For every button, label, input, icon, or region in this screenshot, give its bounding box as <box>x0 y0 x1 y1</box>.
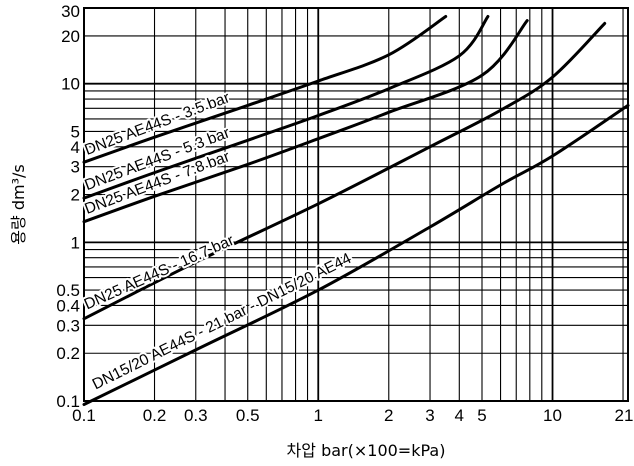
x-tick-label: 0.1 <box>72 406 96 425</box>
series-line-5 <box>82 103 630 406</box>
series-line-2 <box>82 15 490 200</box>
y-tick-label: 2 <box>71 186 80 205</box>
y-tick-label: 20 <box>61 27 80 46</box>
y-tick-label: 0.1 <box>56 392 80 411</box>
series-line-3 <box>82 19 529 224</box>
x-tick-label: 2 <box>384 406 393 425</box>
plot-frame <box>83 7 629 402</box>
y-axis-ticks: 0.1 0.2 0.30.40.5 1 2 345 10 20 30 <box>56 2 80 411</box>
x-tick-label: 4 <box>455 406 464 425</box>
series-line-4 <box>82 21 607 321</box>
y-tick-label: 0.5 <box>56 281 80 300</box>
y-tick-label: 0.3 <box>56 316 80 335</box>
x-tick-label: 0.2 <box>143 406 167 425</box>
y-tick-label: 30 <box>61 2 80 21</box>
x-tick-label: 0.5 <box>236 406 260 425</box>
y-tick-label: 3 <box>71 158 80 177</box>
x-tick-label: 10 <box>543 406 562 425</box>
x-tick-label: 1 <box>314 406 323 425</box>
y-tick-label: 0.2 <box>56 344 80 363</box>
x-axis-title: 차압 bar(×100=kPa) <box>287 441 446 460</box>
x-tick-label: 5 <box>477 406 486 425</box>
x-tick-label: 3 <box>425 406 434 425</box>
y-tick-label: 4 <box>71 138 80 157</box>
y-tick-label: 5 <box>71 122 80 141</box>
series-line-1 <box>82 15 448 164</box>
x-axis-ticks: 0.1 0.2 0.3 0.5 1 2 3 4 5 10 21 <box>72 406 633 425</box>
y-tick-label: 1 <box>71 233 80 252</box>
x-tick-label: 0.3 <box>184 406 208 425</box>
curve-label-5: DN15/20 AE44S - 21 bar - DN15/20 AE44 <box>90 250 355 393</box>
x-tick-label: 21 <box>615 406 634 425</box>
curve-label-4: DN25 AE44S - 16.7 bar <box>82 232 237 313</box>
y-tick-label: 0.4 <box>56 296 80 315</box>
y-axis-title: 용량 dm³/s <box>9 164 28 244</box>
y-tick-label: 10 <box>61 75 80 94</box>
curves <box>82 15 630 406</box>
grid <box>84 8 628 401</box>
